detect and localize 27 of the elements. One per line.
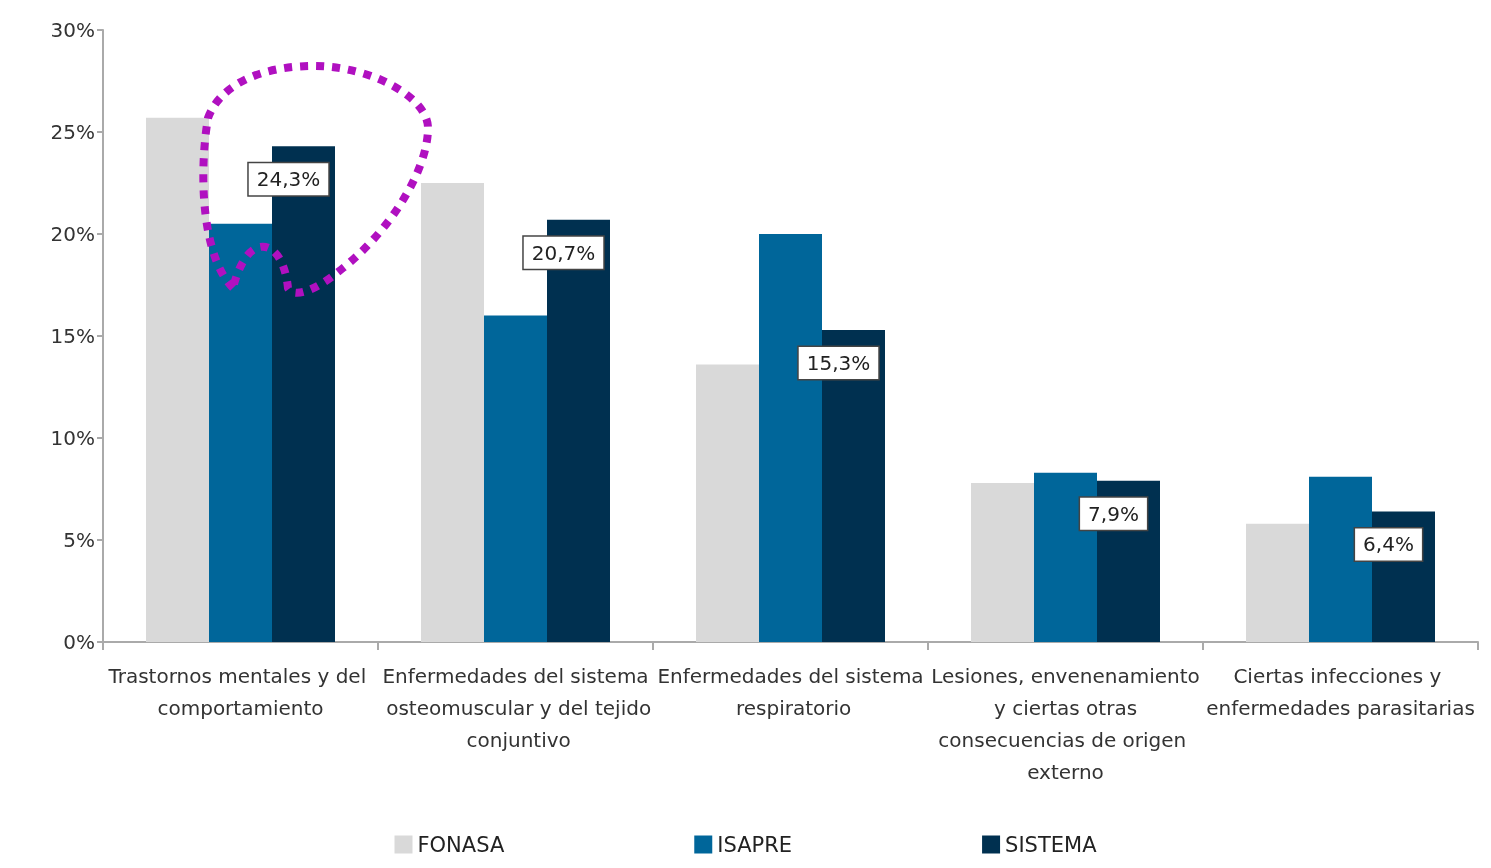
y-tick-label: 5%	[63, 528, 95, 552]
x-tick-label: Trastornos mentales y del comportamiento	[107, 664, 373, 720]
legend-label: SISTEMA	[1005, 832, 1098, 857]
data-label: 20,7%	[531, 240, 596, 265]
y-tick-label: 30%	[50, 18, 95, 42]
legend-label: ISAPRE	[717, 832, 793, 857]
data-label: 7,9%	[1088, 501, 1139, 526]
bar	[209, 223, 272, 642]
y-tick-label: 25%	[50, 120, 95, 144]
x-tick-label: Enfermedades del sistema respiratorio	[657, 664, 924, 720]
bar	[696, 364, 759, 642]
x-tick-label: Enfermedades del sistema osteomuscular y del tejido conjuntivo	[379, 664, 652, 752]
bar	[971, 482, 1034, 642]
y-tick-label: 15%	[50, 324, 95, 348]
x-tick-label: Ciertas infecciones y enfermedades parasitarias	[1206, 664, 1475, 720]
bar	[484, 315, 547, 642]
data-label: 6,4%	[1363, 532, 1414, 557]
y-tick-label: 10%	[50, 426, 95, 450]
bar	[421, 183, 484, 642]
x-tick-label: Lesiones, envenenamiento y ciertas otras consecuencias de origen externo	[931, 664, 1200, 784]
data-label: 24,3%	[256, 167, 321, 192]
data-label: 15,3%	[806, 350, 871, 375]
legend-label: FONASA	[417, 832, 505, 857]
bar	[1246, 523, 1309, 642]
y-tick-label: 20%	[50, 222, 95, 246]
bar	[146, 117, 209, 642]
y-tick-label: 0%	[63, 630, 95, 654]
